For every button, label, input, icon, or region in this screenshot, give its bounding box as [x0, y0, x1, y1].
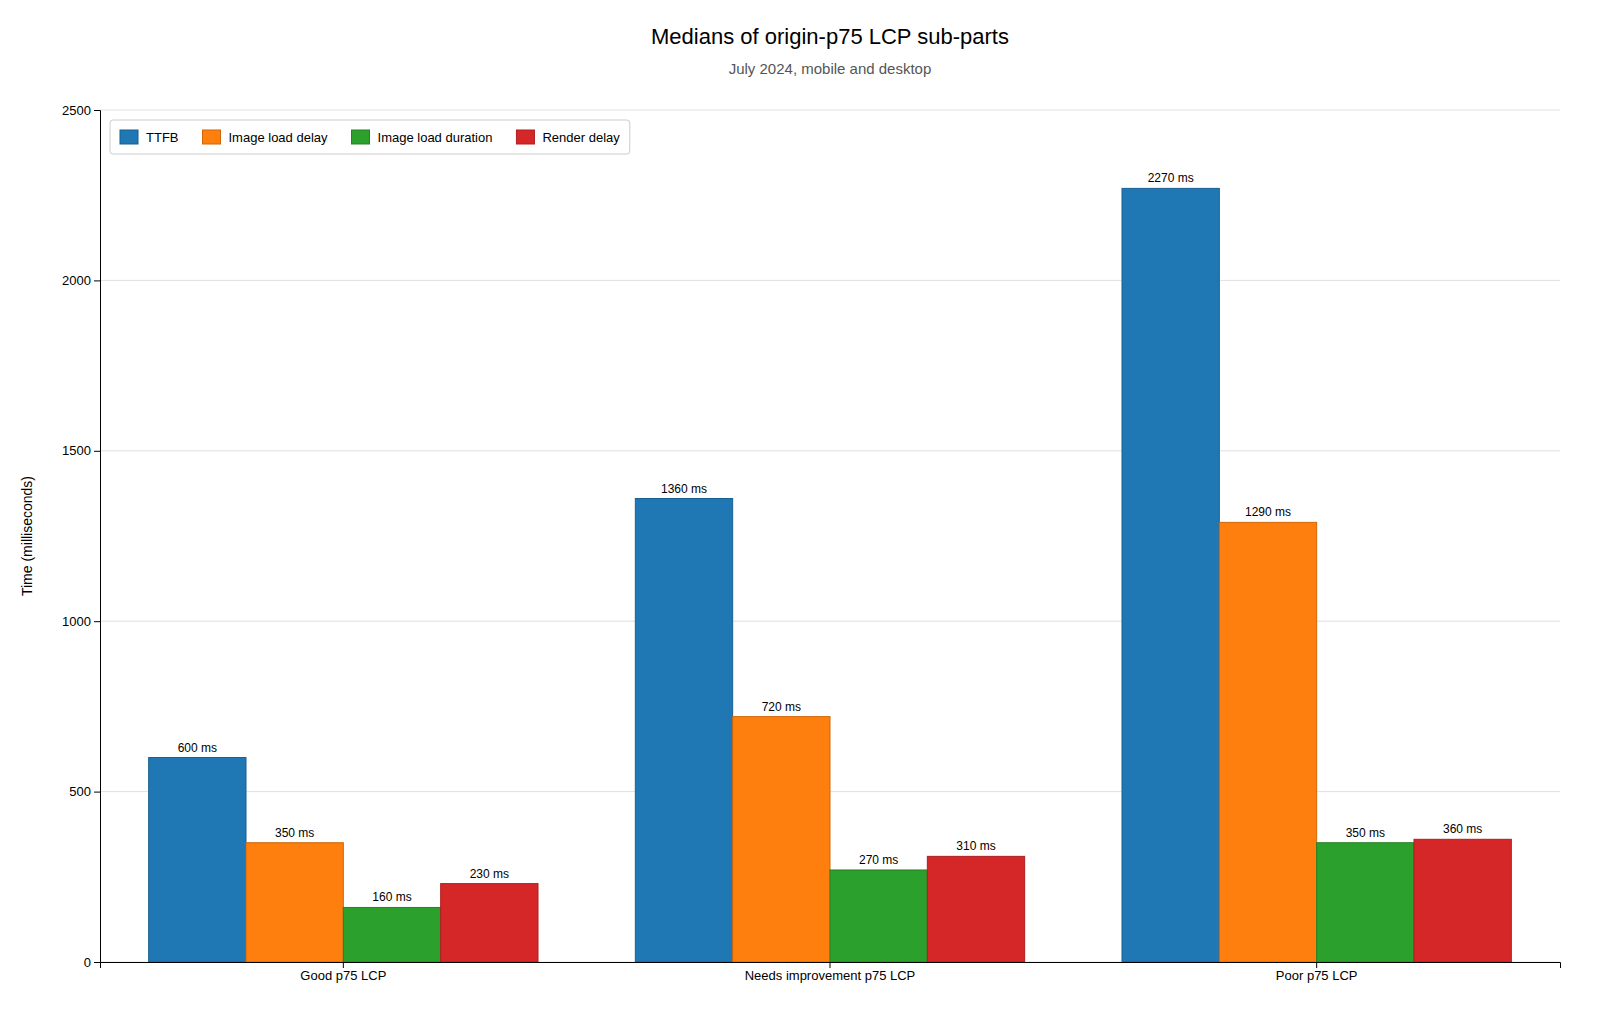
- data-label: 720 ms: [762, 700, 801, 714]
- legend-swatch: [516, 130, 534, 144]
- axis-line: [101, 963, 1561, 969]
- x-tick: Poor p75 LCP: [1276, 962, 1358, 983]
- data-label: 2270 ms: [1148, 171, 1194, 185]
- tick-mark: [94, 451, 100, 452]
- bar: [246, 843, 343, 962]
- tick-mark: [94, 792, 100, 793]
- legend-swatch: [352, 130, 370, 144]
- legend-box: [110, 120, 630, 154]
- series: [246, 522, 1317, 962]
- grid-line: [100, 110, 1560, 111]
- legend-label: Image load delay: [229, 130, 329, 145]
- tick-mark: [1316, 962, 1317, 968]
- tick-label: 2000: [62, 273, 91, 288]
- tick-label: Good p75 LCP: [300, 968, 386, 983]
- data-label: 1290 ms: [1245, 505, 1291, 519]
- tick-label: 1500: [62, 443, 91, 458]
- bar: [830, 870, 927, 962]
- tick-label: 500: [69, 784, 91, 799]
- bar: [149, 758, 246, 962]
- y-tick: 1500: [62, 443, 100, 458]
- bar: [1414, 839, 1511, 962]
- data-label: 1360 ms: [661, 482, 707, 496]
- data-label: 160 ms: [372, 890, 411, 904]
- bar: [1317, 843, 1414, 962]
- bar: [441, 884, 538, 962]
- x-axis: Good p75 LCP Needs improvement p75 LCP Poo…: [101, 962, 1561, 983]
- bars: [149, 188, 1512, 962]
- tick-label: 0: [84, 955, 91, 970]
- bar: [1122, 188, 1219, 962]
- tick-label: 1000: [62, 614, 91, 629]
- x-tick: Good p75 LCP: [300, 962, 386, 983]
- plot: 0 500 1000 1500 2000 2500 Good p75 LCP Needs im…: [62, 103, 1560, 984]
- chart: 0 500 1000 1500 2000 2500 Good p75 LCP Needs im…: [0, 0, 1600, 1032]
- tick-mark: [343, 962, 344, 968]
- legend-swatch: [120, 130, 138, 144]
- tick-mark: [94, 280, 100, 281]
- y-tick: 1000: [62, 614, 100, 629]
- data-label: 350 ms: [1346, 826, 1385, 840]
- data-label: 360 ms: [1443, 822, 1482, 836]
- data-label: 350 ms: [275, 826, 314, 840]
- legend-label: Render delay: [542, 130, 620, 145]
- grid-line: [100, 450, 1560, 451]
- bar: [733, 717, 830, 962]
- y-tick: 2000: [62, 273, 100, 288]
- y-tick: 500: [69, 784, 100, 799]
- tick-mark: [94, 621, 100, 622]
- bar: [635, 499, 732, 962]
- data-label: 600 ms: [178, 741, 217, 755]
- tick-mark: [830, 962, 831, 968]
- legend-label: TTFB: [146, 130, 179, 145]
- tick-label: Needs improvement p75 LCP: [745, 968, 916, 983]
- bar: [343, 907, 440, 962]
- tick-label: 2500: [62, 103, 91, 118]
- series: [343, 843, 1414, 962]
- axis-line: [94, 111, 101, 963]
- y-axis-title: Time (milliseconds): [19, 476, 35, 596]
- y-tick: 2500: [62, 103, 100, 118]
- data-label: 310 ms: [956, 839, 995, 853]
- bar: [1219, 522, 1316, 962]
- series: [149, 188, 1220, 962]
- legend-label: Image load duration: [378, 130, 493, 145]
- subtitle: July 2024, mobile and desktop: [729, 60, 932, 77]
- y-axis: 0 500 1000 1500 2000 2500: [62, 103, 100, 970]
- x-tick: Needs improvement p75 LCP: [745, 962, 916, 983]
- bar: [927, 856, 1024, 962]
- data-label: 230 ms: [470, 867, 509, 881]
- data-labels: 600 ms 1360 ms 2270 ms 350 ms 720 ms 1290 ms 1…: [178, 171, 1483, 904]
- tick-label: Poor p75 LCP: [1276, 968, 1358, 983]
- series: [441, 839, 1512, 962]
- legend-swatch: [203, 130, 221, 144]
- grid-line: [100, 621, 1560, 622]
- legend: TTFB Image load delay Image load duration R…: [110, 120, 630, 154]
- y-tick: 0: [84, 955, 100, 970]
- tick-mark: [94, 110, 100, 111]
- grid: [100, 110, 1560, 962]
- tick-mark: [94, 962, 100, 963]
- title: Medians of origin-p75 LCP sub-parts: [651, 24, 1009, 49]
- grid-line: [100, 280, 1560, 281]
- data-label: 270 ms: [859, 853, 898, 867]
